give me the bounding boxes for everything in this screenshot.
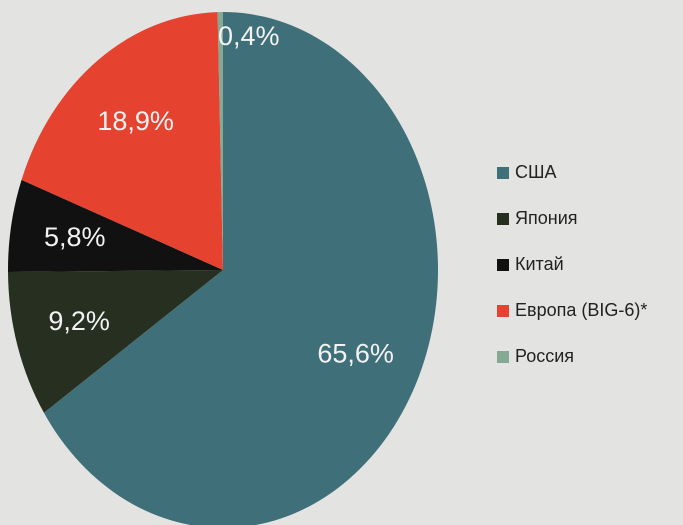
pie-slice bbox=[21, 12, 223, 271]
legend-swatch bbox=[497, 213, 509, 225]
legend-label: Китай bbox=[515, 254, 564, 274]
pie-slice bbox=[217, 12, 223, 270]
legend-label: США bbox=[515, 162, 557, 182]
pie-slice bbox=[43, 12, 438, 525]
legend-swatch bbox=[497, 305, 509, 317]
legend-label: Россия bbox=[515, 346, 574, 366]
slice-label: 0,4% bbox=[218, 21, 280, 51]
legend-label: Япония bbox=[515, 208, 578, 228]
slice-label: 9,2% bbox=[48, 306, 110, 336]
legend-swatch bbox=[497, 351, 509, 363]
legend-label: Европа (BIG-6)* bbox=[515, 300, 647, 320]
legend-swatch bbox=[497, 259, 509, 271]
slice-label: 5,8% bbox=[44, 222, 106, 252]
pie-slice bbox=[8, 179, 224, 273]
slice-label: 18,9% bbox=[97, 106, 174, 136]
pie-slice bbox=[8, 270, 224, 413]
slice-label: 65,6% bbox=[317, 338, 394, 368]
legend-swatch bbox=[497, 167, 509, 179]
